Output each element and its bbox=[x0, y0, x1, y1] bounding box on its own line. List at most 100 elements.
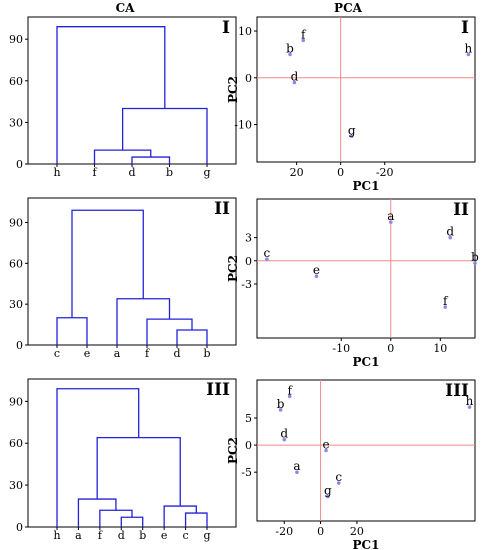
panel-label: I bbox=[222, 18, 230, 38]
point-label-e: e bbox=[313, 263, 320, 277]
point-d bbox=[292, 80, 297, 85]
dendrogram-link bbox=[121, 107, 208, 164]
point-label-a: a bbox=[387, 209, 394, 223]
point-h bbox=[466, 52, 471, 57]
chart-ca-ii: II c e a f d b 0 30 60 90 bbox=[9, 197, 237, 360]
point-label-f: f bbox=[287, 383, 293, 397]
y-tick-label: 0 bbox=[16, 521, 23, 534]
y-tick-label: 0 bbox=[245, 72, 252, 85]
point-e bbox=[314, 274, 319, 279]
leaf-label-d: d bbox=[173, 347, 180, 360]
y-tick-label: 60 bbox=[9, 75, 23, 88]
point-label-c: c bbox=[335, 470, 342, 484]
leaf-label-b: b bbox=[203, 347, 210, 360]
panel-label: III bbox=[206, 380, 230, 400]
plot-frame bbox=[256, 379, 476, 522]
y-axis-title: PC2 bbox=[226, 437, 240, 464]
y-tick-label: -5 bbox=[241, 466, 252, 479]
leaf-label-a: a bbox=[75, 529, 82, 542]
y-tick-label: 90 bbox=[9, 395, 23, 408]
y-tick-label: 0 bbox=[16, 158, 23, 171]
dendrogram-link bbox=[96, 436, 181, 507]
chart-ca-i: Ih f d b g 0 30 60 90 bbox=[9, 16, 237, 179]
point-label-b: b bbox=[286, 41, 294, 55]
y-tick-label: 60 bbox=[9, 257, 23, 270]
point-b bbox=[288, 52, 292, 57]
dendrogram-link bbox=[56, 388, 140, 527]
y-tick-label: -10 bbox=[234, 119, 252, 132]
y-tick-label: -3 bbox=[241, 278, 252, 291]
x-tick-label: 0 bbox=[337, 166, 344, 179]
point-label-a: a bbox=[293, 459, 300, 473]
panel-label: II bbox=[453, 200, 469, 220]
leaf-label-h: h bbox=[53, 166, 60, 179]
y-tick-label: 90 bbox=[9, 33, 23, 46]
panel-label: III bbox=[445, 381, 469, 401]
x-tick-label: -20 bbox=[275, 525, 293, 538]
y-axis-title: PC2 bbox=[226, 255, 240, 282]
point-label-d: d bbox=[280, 427, 288, 441]
y-tick-label: 30 bbox=[9, 298, 23, 311]
leaf-label-h: h bbox=[53, 529, 60, 542]
x-tick-label: 20 bbox=[350, 525, 364, 538]
y-tick-label: 3 bbox=[245, 232, 252, 245]
dendrogram-link bbox=[163, 505, 197, 527]
chart-pca-ii: II -10 0 10 3 0 -3 PC1 PC2 a d c b e f bbox=[226, 198, 479, 369]
dendrogram-link bbox=[146, 318, 193, 345]
point-label-g: g bbox=[324, 484, 332, 498]
point-f bbox=[301, 38, 306, 43]
y-axis-title: PC2 bbox=[226, 76, 240, 103]
ca-column-header: CA bbox=[116, 1, 136, 15]
point-label-f: f bbox=[443, 294, 449, 308]
leaf-label-e: e bbox=[84, 347, 91, 360]
point-label-h: h bbox=[466, 394, 474, 408]
y-tick-label: 90 bbox=[9, 217, 23, 230]
panel-label: I bbox=[461, 18, 469, 38]
y-tick-label: 60 bbox=[9, 437, 23, 450]
point-d bbox=[448, 235, 453, 240]
point-d bbox=[282, 437, 287, 442]
leaf-label-d: d bbox=[118, 529, 125, 542]
panel-label: II bbox=[214, 199, 230, 219]
dendrogram-link bbox=[77, 498, 117, 527]
point-label-e: e bbox=[322, 438, 329, 452]
dendrogram-link bbox=[120, 516, 144, 527]
y-tick-label: 10 bbox=[238, 25, 252, 38]
dendrogram-link bbox=[131, 156, 171, 164]
point-e bbox=[324, 448, 328, 453]
point-label-f: f bbox=[301, 27, 307, 41]
x-tick-label: -20 bbox=[376, 166, 394, 179]
leaf-label-g: g bbox=[203, 166, 210, 179]
y-tick-label: 30 bbox=[9, 116, 23, 129]
leaf-label-f: f bbox=[145, 347, 150, 360]
y-tick-label: 0 bbox=[245, 439, 252, 452]
point-label-d: d bbox=[446, 225, 454, 239]
plot-frame bbox=[27, 197, 237, 346]
chart-ca-iii: III h a f d b e c g 0 30 60 90 bbox=[9, 378, 237, 542]
dendrogram-link bbox=[116, 298, 171, 345]
point-a bbox=[388, 220, 393, 224]
point-f bbox=[443, 305, 448, 309]
leaf-label-f: f bbox=[92, 166, 97, 179]
plot-frame bbox=[27, 16, 237, 165]
point-label-d: d bbox=[291, 69, 299, 83]
x-tick-label: 0 bbox=[387, 342, 394, 355]
point-g bbox=[326, 494, 330, 499]
point-label-g: g bbox=[348, 123, 356, 137]
leaf-label-a: a bbox=[114, 347, 121, 360]
leaf-label-c: c bbox=[54, 347, 60, 360]
x-tick-label: 10 bbox=[433, 342, 447, 355]
point-label-b: b bbox=[277, 397, 285, 411]
dendrogram-link bbox=[71, 209, 144, 318]
y-tick-label: 30 bbox=[9, 479, 23, 492]
y-tick-label: 0 bbox=[16, 339, 23, 352]
y-tick-label: 5 bbox=[245, 412, 252, 425]
point-label-c: c bbox=[264, 246, 271, 260]
x-tick-label: -10 bbox=[332, 342, 350, 355]
leaf-label-g: g bbox=[203, 529, 210, 542]
plot-frame bbox=[27, 378, 237, 528]
leaf-label-b: b bbox=[139, 529, 146, 542]
point-label-h: h bbox=[465, 41, 473, 55]
x-tick-label: 20 bbox=[290, 166, 304, 179]
x-axis-title: PC1 bbox=[353, 179, 380, 193]
